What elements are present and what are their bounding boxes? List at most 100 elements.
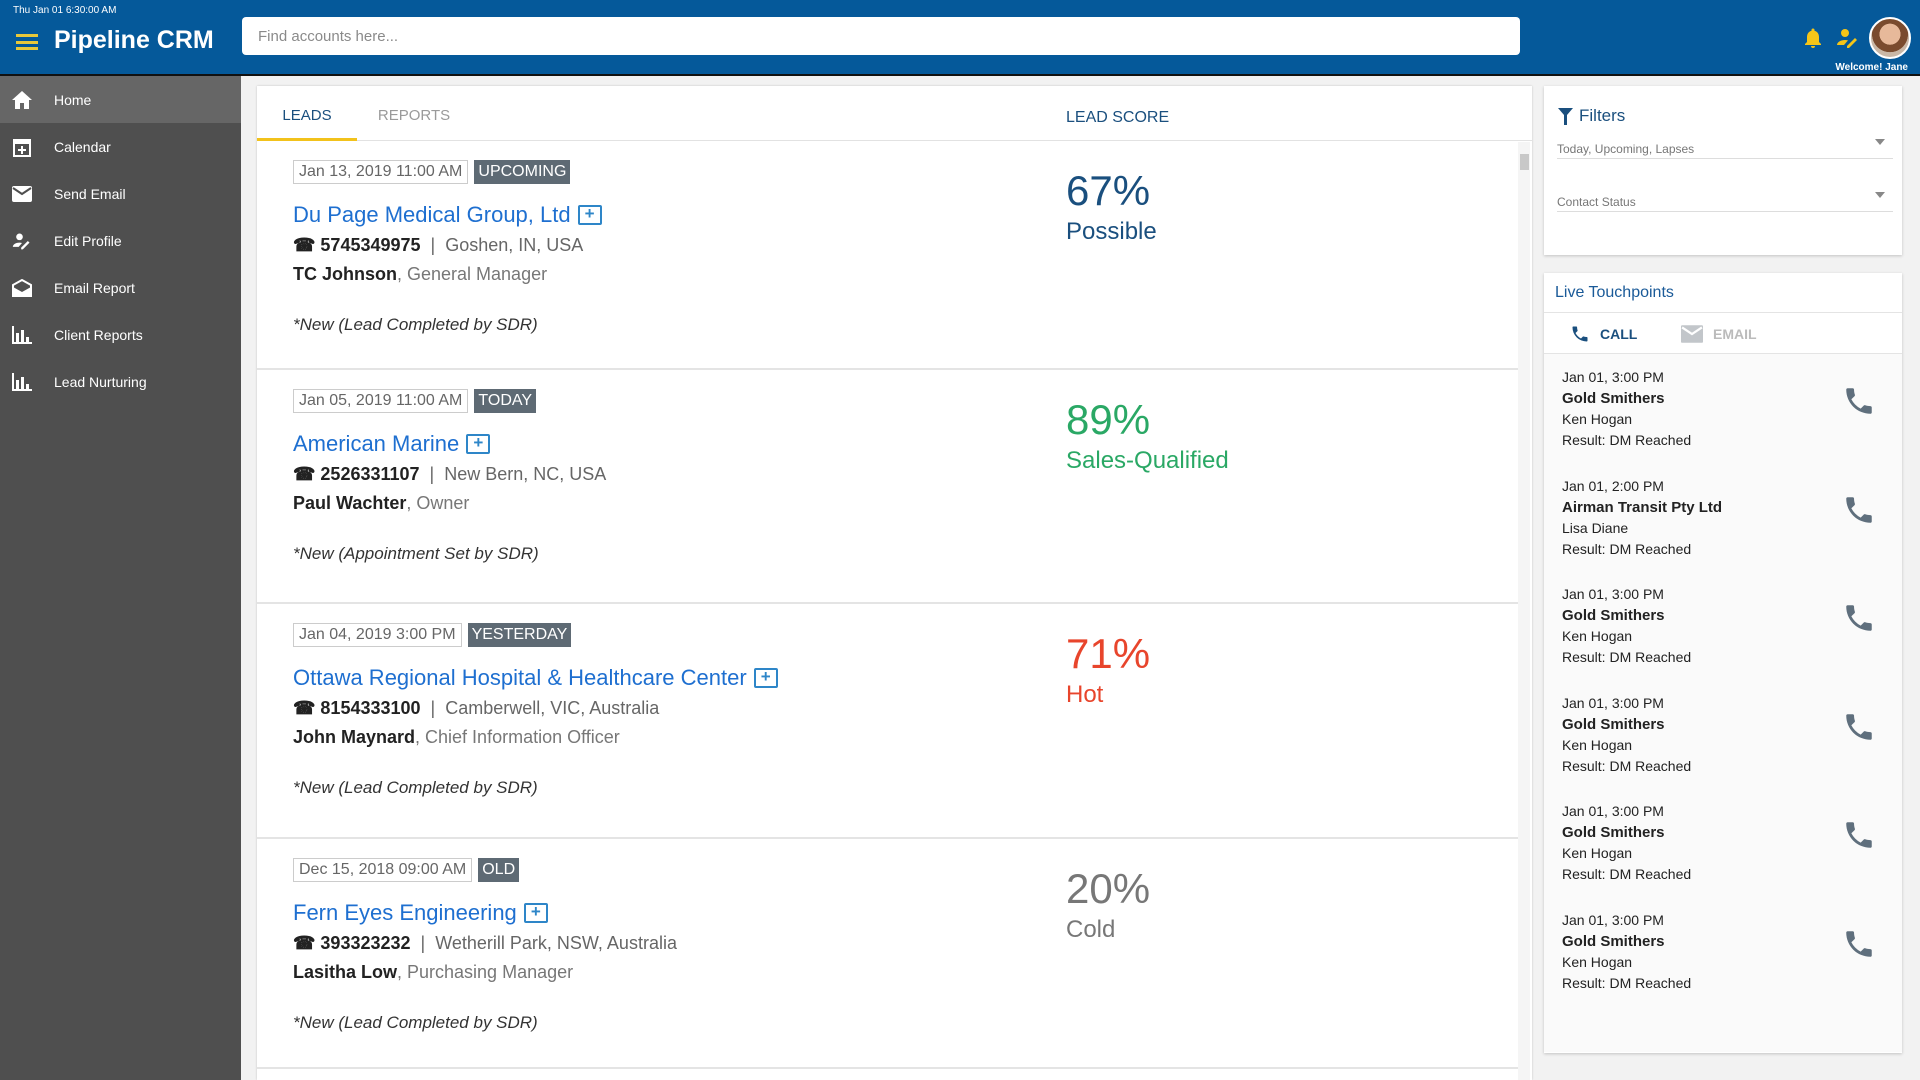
sidebar-item-label: Calendar bbox=[54, 138, 111, 155]
sidebar-item-email-report[interactable]: Email Report bbox=[0, 264, 241, 311]
touchpoint-item[interactable]: Jan 01, 3:00 PM Gold Smithers Ken Hogan Res… bbox=[1544, 680, 1902, 789]
score-percent: 20% bbox=[1066, 865, 1151, 912]
tab-leads[interactable]: LEADS bbox=[257, 86, 357, 141]
date-filter-select[interactable]: Today, Upcoming, Lapses bbox=[1557, 131, 1893, 159]
sidebar-item-client-reports[interactable]: Client Reports bbox=[0, 311, 241, 358]
status-badge: TODAY bbox=[474, 389, 537, 413]
touchpoint-result: Result: DM Reached bbox=[1562, 866, 1692, 883]
phone-icon[interactable] bbox=[1842, 710, 1876, 744]
touchpoint-contact: Ken Hogan bbox=[1562, 953, 1633, 970]
company-name: Du Page Medical Group, Ltd bbox=[293, 202, 571, 227]
add-icon[interactable]: + bbox=[753, 668, 778, 688]
touchpoint-time: Jan 01, 2:00 PM bbox=[1562, 477, 1664, 494]
tab-call[interactable]: CALL bbox=[1570, 313, 1637, 354]
touchpoint-item[interactable]: Jan 01, 3:00 PM Gold Smithers Ken Hogan Res… bbox=[1544, 788, 1902, 897]
menu-icon[interactable] bbox=[16, 34, 38, 50]
edit-profile-icon[interactable] bbox=[1836, 26, 1860, 50]
lead-date: Dec 15, 2018 09:00 AM bbox=[293, 858, 473, 882]
phone-number: 2526331107 bbox=[320, 464, 420, 484]
phone-icon bbox=[1572, 326, 1588, 341]
phone-icon: ☎ bbox=[293, 933, 321, 953]
company-name: Ottawa Regional Hospital & Healthcare Ce… bbox=[293, 665, 747, 690]
lead-date: Jan 05, 2019 11:00 AM bbox=[293, 389, 469, 413]
contact-row: Lasitha Low, Purchasing Manager bbox=[293, 958, 1518, 986]
chevron-down-icon bbox=[1875, 139, 1885, 145]
phone-row: ☎ 8154333100 | Camberwell, VIC, Australi… bbox=[293, 698, 660, 718]
sidebar-item-calendar[interactable]: Calendar bbox=[0, 123, 241, 170]
sidebar-item-label: Edit Profile bbox=[54, 232, 122, 249]
home-icon bbox=[11, 89, 33, 111]
contact-role: , Chief Information Officer bbox=[415, 727, 620, 747]
edit-profile-icon bbox=[11, 230, 33, 252]
phone-number: 8154333100 bbox=[320, 698, 421, 718]
contact-status-select[interactable]: Contact Status bbox=[1557, 184, 1893, 212]
add-icon[interactable]: + bbox=[523, 903, 548, 923]
lead-score: 67% Possible bbox=[1066, 163, 1157, 247]
phone-row: ☎ 2526331107 | New Bern, NC, USA bbox=[293, 464, 607, 484]
touchpoint-item[interactable]: Jan 01, 3:00 PM Gold Smithers Ken Hogan Res… bbox=[1544, 897, 1902, 1006]
lead-score: 71% Hot bbox=[1066, 626, 1150, 710]
contact-role: , Purchasing Manager bbox=[397, 962, 574, 982]
touchpoint-item[interactable]: Jan 01, 3:00 PM Gold Smithers Ken Hogan Res… bbox=[1544, 571, 1902, 680]
sidebar-item-send-email[interactable]: Send Email bbox=[0, 170, 241, 217]
touchpoints-tabs: CALL EMAIL bbox=[1544, 313, 1902, 354]
touchpoint-contact: Ken Hogan bbox=[1562, 845, 1633, 862]
tab-reports[interactable]: REPORTS bbox=[377, 107, 451, 124]
touchpoint-time: Jan 01, 3:00 PM bbox=[1562, 369, 1664, 385]
sidebar-item-label: Client Reports bbox=[54, 326, 143, 343]
lead-date: Jan 04, 2019 3:00 PM bbox=[293, 623, 462, 647]
filters-title: Filters bbox=[1558, 106, 1625, 126]
lead-list: Jan 13, 2019 11:00 AM UPCOMING Du Page Me… bbox=[257, 141, 1532, 1069]
phone-icon[interactable] bbox=[1842, 493, 1876, 527]
touchpoint-list: Jan 01, 3:00 PM Gold Smithers Ken Hogan Res… bbox=[1544, 354, 1902, 1052]
scrollbar-thumb[interactable] bbox=[1520, 154, 1529, 170]
status-badge: OLD bbox=[478, 858, 520, 882]
avatar[interactable] bbox=[1869, 17, 1911, 59]
touchpoints-title: Live Touchpoints bbox=[1544, 273, 1902, 313]
touchpoint-company: Gold Smithers bbox=[1562, 824, 1665, 842]
touchpoint-item[interactable]: Jan 01, 2:00 PM Airman Transit Pty Ltd Lis… bbox=[1544, 463, 1902, 572]
touchpoint-contact: Ken Hogan bbox=[1562, 411, 1633, 427]
scrollbar[interactable] bbox=[1518, 142, 1530, 1080]
email-report-icon bbox=[11, 277, 33, 299]
lead-score: 20% Cold bbox=[1066, 861, 1150, 945]
sidebar-item-home[interactable]: Home bbox=[0, 76, 241, 123]
touchpoint-result: Result: DM Reached bbox=[1562, 649, 1692, 666]
lead-score: 89% Sales-Qualified bbox=[1066, 392, 1229, 476]
lead-score-header: LEAD SCORE bbox=[1066, 109, 1170, 126]
touchpoint-company: Airman Transit Pty Ltd bbox=[1562, 498, 1723, 516]
search-input[interactable] bbox=[242, 17, 1520, 55]
phone-number: 5745349975 bbox=[320, 235, 421, 255]
add-icon[interactable]: + bbox=[466, 434, 491, 454]
score-label: Sales-Qualified bbox=[1066, 447, 1229, 474]
location: New Bern, NC, USA bbox=[444, 464, 607, 484]
phone-number: 393323232 bbox=[320, 933, 411, 953]
tab-email[interactable]: EMAIL bbox=[1681, 313, 1757, 354]
app-title: Pipeline CRM bbox=[54, 26, 214, 54]
contact-name: Paul Wachter bbox=[293, 493, 407, 513]
company-link[interactable]: Fern Eyes Engineering + bbox=[293, 898, 1518, 928]
sidebar-item-lead-nurturing[interactable]: Lead Nurturing bbox=[0, 358, 241, 405]
company-link[interactable]: American Marine + bbox=[293, 429, 1518, 459]
phone-icon[interactable] bbox=[1842, 601, 1876, 635]
lead-card: Jan 05, 2019 11:00 AM TODAY American Mari… bbox=[257, 370, 1518, 604]
contact-role: , Owner bbox=[406, 493, 470, 513]
company-link[interactable]: Ottawa Regional Hospital & Healthcare Ce… bbox=[293, 663, 1518, 693]
phone-icon[interactable] bbox=[1842, 927, 1876, 961]
touchpoint-time: Jan 01, 3:00 PM bbox=[1562, 694, 1664, 711]
phone-icon[interactable] bbox=[1842, 384, 1876, 418]
touchpoint-contact: Ken Hogan bbox=[1562, 736, 1633, 753]
bell-icon[interactable] bbox=[1801, 26, 1825, 50]
lead-card: Jan 04, 2019 3:00 PM YESTERDAY Ottawa Reg… bbox=[257, 604, 1518, 839]
bar-chart-icon bbox=[11, 324, 33, 346]
location: Camberwell, VIC, Australia bbox=[445, 698, 660, 718]
phone-icon[interactable] bbox=[1842, 818, 1876, 852]
sidebar-item-label: Home bbox=[54, 91, 92, 108]
score-label: Cold bbox=[1066, 916, 1116, 943]
company-link[interactable]: Du Page Medical Group, Ltd + bbox=[293, 200, 1518, 230]
sidebar-item-edit-profile[interactable]: Edit Profile bbox=[0, 217, 241, 264]
add-icon[interactable]: + bbox=[577, 205, 602, 225]
contact-name: TC Johnson bbox=[293, 264, 397, 284]
touchpoint-result: Result: DM Reached bbox=[1562, 757, 1692, 774]
touchpoint-item[interactable]: Jan 01, 3:00 PM Gold Smithers Ken Hogan Res… bbox=[1544, 354, 1902, 463]
